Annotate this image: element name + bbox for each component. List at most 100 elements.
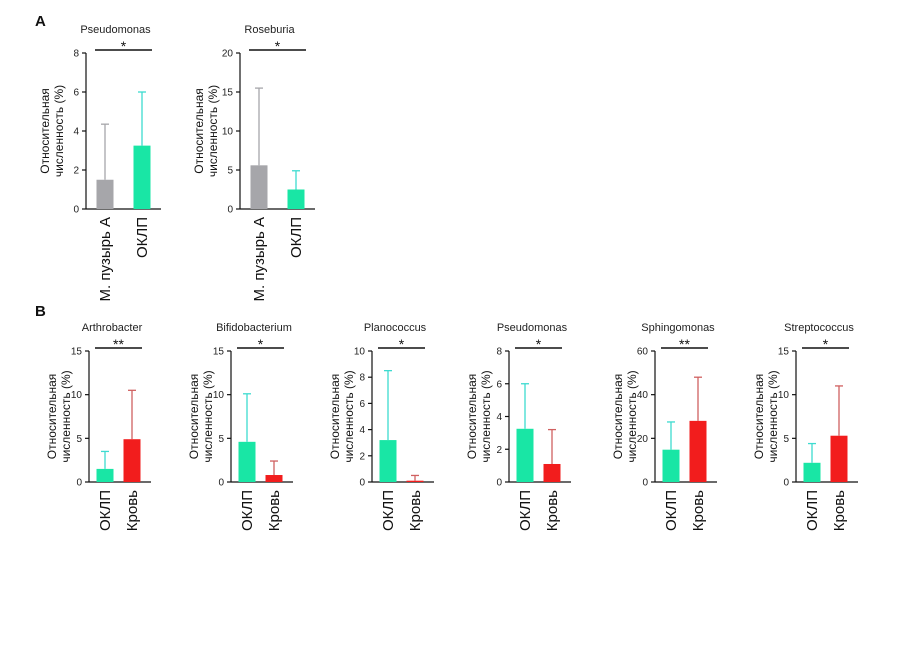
y-tick-label: 2 [496,445,502,456]
category-label: Кровь [124,490,141,531]
y-tick-label: 10 [213,390,225,401]
bar [123,439,141,482]
bar [516,428,534,482]
y-tick-label: 15 [213,347,225,358]
significance-label: * [823,336,829,352]
y-tick-label: 10 [354,347,366,358]
category-label: ОКЛП [288,217,305,258]
chart-title: Pseudomonas [80,24,151,36]
y-tick-label: 15 [222,88,234,99]
category-label: Кровь [831,490,848,531]
chart-6: Pseudomonas 0 2 4 6 8 Относительнаячисленность… [465,322,571,531]
bar [287,189,305,209]
y-axis-label: Относительнаячисленность (%) [187,370,215,462]
y-tick-label: 10 [222,127,234,138]
category-label: ОКЛП [517,490,534,531]
y-tick-label: 5 [76,434,82,445]
chart-title: Bifidobacterium [216,322,292,334]
bar [96,179,114,209]
chart-title: Sphingomonas [641,322,715,334]
y-tick-label: 5 [218,434,224,445]
chart-1: Pseudomonas 0 2 4 6 8 Относительнаячисленность… [38,24,161,301]
significance-label: * [536,336,542,352]
y-axis-label: Относительнаячисленность (%) [45,370,73,462]
significance-label: * [121,38,127,54]
category-label: ОКЛП [380,490,397,531]
y-tick-label: 8 [496,347,502,358]
panel-letter-b: B [35,303,46,320]
y-tick-label: 0 [218,478,224,489]
y-axis-label: Относительнаячисленность (%) [752,370,780,462]
category-label: ОКЛП [97,490,114,531]
category-label: М. пузырь А [251,217,268,301]
y-tick-label: 15 [71,347,83,358]
significance-label: * [275,38,281,54]
panel-letter-a: A [35,13,46,30]
chart-5: Planococcus 0 2 4 6 8 10 Относительнаячисленнос… [328,322,434,531]
y-tick-label: 8 [359,373,365,384]
chart-title: Pseudomonas [497,322,568,334]
category-label: Кровь [690,490,707,531]
y-tick-label: 6 [359,399,365,410]
y-axis-label: Относительнаячисленность (%) [192,85,220,177]
chart-title: Streptococcus [784,322,854,334]
y-tick-label: 8 [73,49,79,60]
y-tick-label: 60 [637,347,649,358]
y-tick-label: 5 [227,166,233,177]
y-tick-label: 2 [359,451,365,462]
significance-label: * [258,336,264,352]
y-tick-label: 0 [783,478,789,489]
chart-title: Roseburia [244,24,295,36]
bar [238,441,256,482]
category-label: ОКЛП [239,490,256,531]
y-axis-label: Относительнаячисленность (%) [611,370,639,462]
y-tick-label: 0 [359,478,365,489]
y-tick-label: 0 [73,205,79,216]
category-label: ОКЛП [134,217,151,258]
bar [689,420,707,482]
category-label: Кровь [407,490,424,531]
category-label: Кровь [266,490,283,531]
y-tick-label: 6 [73,88,79,99]
category-label: Кровь [544,490,561,531]
chart-4: Bifidobacterium 0 5 10 15 Относительнаячислен… [187,322,293,531]
y-tick-label: 40 [637,390,649,401]
bar [830,435,848,482]
category-label: М. пузырь А [97,217,114,301]
y-tick-label: 4 [359,425,365,436]
y-tick-label: 15 [778,347,790,358]
significance-label: ** [679,336,690,352]
chart-7: Sphingomonas 0 20 40 60 Относительнаячисленно… [611,322,717,531]
y-tick-label: 0 [227,205,233,216]
y-axis-label: Относительнаячисленность (%) [38,85,66,177]
category-label: ОКЛП [663,490,680,531]
y-tick-label: 0 [496,478,502,489]
bar [379,440,397,482]
y-axis-label: Относительнаячисленность (%) [465,370,493,462]
charts-container: Pseudomonas02468Относительнаячисленность… [38,24,858,531]
bar [96,468,114,482]
chart-title: Arthrobacter [82,322,143,334]
chart-3: Arthrobacter 0 5 10 15 Относительнаячисленнос… [45,322,151,531]
y-tick-label: 0 [76,478,82,489]
bar [662,449,680,482]
y-tick-label: 10 [71,390,83,401]
significance-label: * [399,336,405,352]
category-label: ОКЛП [804,490,821,531]
y-tick-label: 20 [222,49,234,60]
y-tick-label: 4 [496,412,502,423]
y-tick-label: 10 [778,390,790,401]
y-tick-label: 6 [496,379,502,390]
bar [406,480,424,482]
y-tick-label: 2 [73,166,79,177]
y-tick-label: 20 [637,434,649,445]
y-tick-label: 0 [642,478,648,489]
chart-2: Roseburia 0 5 10 15 20 Относительнаячисленност… [192,24,315,301]
bar [803,462,821,482]
bar [265,475,283,482]
y-axis-label: Относительнаячисленность (%) [328,370,356,462]
y-tick-label: 4 [73,127,79,138]
chart-title: Planococcus [364,322,427,334]
significance-label: ** [113,336,124,352]
